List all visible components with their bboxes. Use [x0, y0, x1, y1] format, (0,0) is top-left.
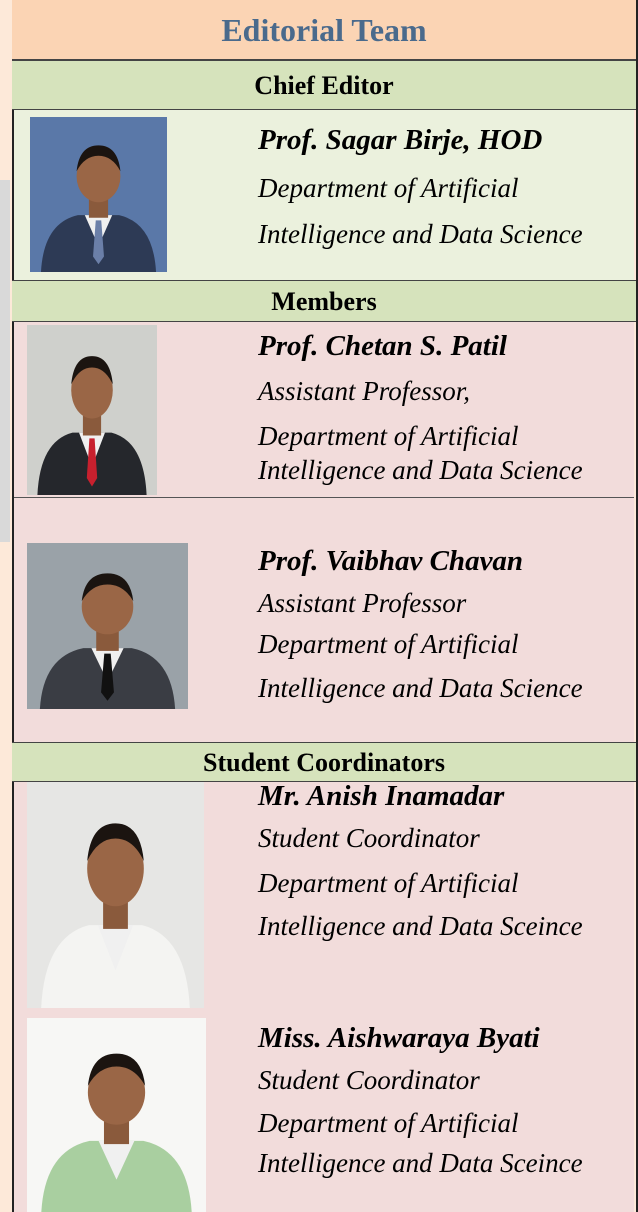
- person-name: Miss. Aishwaraya Byati: [258, 1022, 540, 1054]
- person-detail: Department of Artificial: [258, 173, 519, 203]
- divider: [14, 497, 634, 498]
- person-detail: Department of Artificial: [258, 421, 519, 451]
- person-detail: Student Coordinator: [258, 823, 480, 853]
- person-detail: Intelligence and Data Science: [258, 219, 583, 249]
- frame: [12, 0, 638, 1212]
- person-detail: Intelligence and Data Sceince: [258, 1148, 583, 1178]
- section-bar: Chief Editor: [12, 60, 636, 110]
- person-detail: Assistant Professor,: [258, 376, 471, 406]
- photo: [30, 117, 167, 272]
- photo-image: [27, 325, 157, 495]
- photo-image: [27, 1018, 206, 1212]
- person-detail: Intelligence and Data Science: [258, 455, 583, 485]
- photo-image: [30, 117, 167, 272]
- person-name: Prof. Vaibhav Chavan: [258, 545, 524, 577]
- section-heading: Student Coordinators: [203, 748, 445, 777]
- title-bar: Editorial Team: [12, 0, 636, 60]
- photo: [27, 543, 188, 709]
- person-name: Prof. Sagar Birje, HOD: [258, 124, 543, 156]
- section-heading: Chief Editor: [254, 71, 394, 100]
- person-detail: Intelligence and Data Science: [258, 673, 583, 703]
- section-bar: Student Coordinators: [12, 742, 636, 782]
- photo: [27, 1018, 206, 1212]
- section-bar: Members: [12, 280, 636, 322]
- person-detail: Department of Artificial: [258, 629, 519, 659]
- photo: [27, 325, 157, 495]
- person-detail: Intelligence and Data Sceince: [258, 911, 583, 941]
- photo-image: [27, 543, 188, 709]
- title: Editorial Team: [221, 12, 427, 48]
- person-detail: Department of Artificial: [258, 1108, 519, 1138]
- person-detail: Student Coordinator: [258, 1065, 480, 1095]
- photo-image: [27, 782, 204, 1008]
- photo: [27, 782, 204, 1008]
- person-detail: Assistant Professor: [258, 588, 467, 618]
- person-name: Mr. Anish Inamadar: [258, 780, 505, 812]
- section-heading: Members: [271, 287, 377, 316]
- person-name: Prof. Chetan S. Patil: [258, 330, 507, 362]
- person-detail: Department of Artificial: [258, 868, 519, 898]
- side-panel: [0, 180, 10, 542]
